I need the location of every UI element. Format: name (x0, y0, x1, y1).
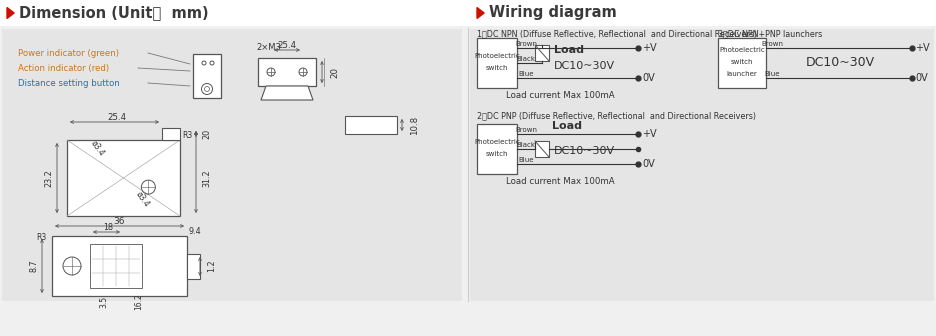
Polygon shape (7, 7, 14, 18)
Text: DC10~30V: DC10~30V (553, 61, 614, 71)
Text: ø3.4: ø3.4 (89, 138, 106, 158)
Text: 9.4: 9.4 (189, 226, 201, 236)
Text: 0V: 0V (641, 159, 654, 169)
Text: Black: Black (516, 142, 535, 148)
Polygon shape (261, 86, 313, 100)
Bar (534, 141, 548, 157)
Text: Load: Load (553, 45, 583, 55)
Text: Wiring diagram: Wiring diagram (489, 5, 616, 20)
Bar (470, 29, 933, 301)
Text: 1、DC NPN (Diffuse Reflective, Reflectional  and Directional Receivers): 1、DC NPN (Diffuse Reflective, Reflection… (476, 30, 756, 39)
Bar (187, 254, 199, 279)
Text: Blue: Blue (518, 157, 534, 163)
Text: switch: switch (730, 59, 753, 65)
Text: +V: +V (641, 129, 656, 139)
Text: R3: R3 (37, 234, 47, 243)
Bar (0, 0, 936, 26)
Text: Action indicator (red): Action indicator (red) (18, 64, 109, 73)
Text: Photoelectric: Photoelectric (474, 52, 519, 58)
Text: 8.7: 8.7 (29, 260, 38, 272)
Text: Brown: Brown (515, 127, 536, 133)
Text: Dimension (Unit：  mm): Dimension (Unit： mm) (19, 5, 209, 20)
Text: 31.2: 31.2 (202, 169, 211, 187)
Text: 36: 36 (113, 216, 125, 225)
Text: 18: 18 (103, 223, 113, 233)
Text: Load current Max 100mA: Load current Max 100mA (505, 91, 614, 100)
Bar (257, 58, 315, 86)
Bar (534, 45, 548, 61)
Text: Photoelectric: Photoelectric (718, 47, 764, 53)
Text: 25.4: 25.4 (277, 42, 297, 50)
Text: 3.5: 3.5 (99, 296, 109, 308)
Bar (51, 236, 187, 296)
Bar (162, 128, 180, 140)
Text: Blue: Blue (764, 71, 779, 77)
Text: Brown: Brown (760, 41, 782, 47)
Text: 3、DC NPN+PNP launchers: 3、DC NPN+PNP launchers (717, 30, 822, 39)
Text: 20: 20 (202, 129, 211, 139)
Bar (193, 54, 221, 98)
Bar (2, 29, 461, 301)
Text: DC10~30V: DC10~30V (805, 56, 874, 70)
Text: Power indicator (green): Power indicator (green) (18, 48, 119, 57)
Text: Distance setting button: Distance setting button (18, 79, 120, 87)
Text: Black: Black (516, 56, 535, 62)
Text: 16.2: 16.2 (135, 294, 143, 310)
Text: +V: +V (641, 43, 656, 53)
Polygon shape (476, 7, 484, 18)
Text: 2×M3: 2×M3 (256, 42, 281, 51)
Text: +V: +V (914, 43, 929, 53)
Text: launcher: launcher (725, 71, 756, 77)
Text: Blue: Blue (518, 71, 534, 77)
Text: 0V: 0V (914, 73, 927, 83)
Text: 25.4: 25.4 (107, 114, 126, 123)
Text: R3: R3 (182, 130, 192, 139)
Text: 1.2: 1.2 (207, 260, 216, 272)
Text: Brown: Brown (515, 41, 536, 47)
Text: 10.8: 10.8 (410, 116, 418, 134)
Text: 2、DC PNP (Diffuse Reflective, Reflectional  and Directional Receivers): 2、DC PNP (Diffuse Reflective, Reflection… (476, 112, 755, 121)
Text: Load current Max 100mA: Load current Max 100mA (505, 177, 614, 186)
Text: 23.2: 23.2 (44, 169, 53, 187)
Text: DC10~30V: DC10~30V (553, 146, 614, 156)
Bar (67, 140, 180, 216)
Bar (344, 116, 397, 134)
Text: 20: 20 (329, 67, 339, 78)
Bar (90, 244, 142, 288)
Bar (476, 124, 517, 174)
Text: Photoelectric: Photoelectric (474, 138, 519, 144)
Bar (476, 38, 517, 88)
Text: ø3.4: ø3.4 (134, 190, 152, 209)
Bar (717, 38, 766, 88)
Text: 0V: 0V (641, 73, 654, 83)
Text: switch: switch (485, 65, 507, 71)
Text: Load: Load (551, 121, 581, 131)
Text: switch: switch (485, 151, 507, 157)
